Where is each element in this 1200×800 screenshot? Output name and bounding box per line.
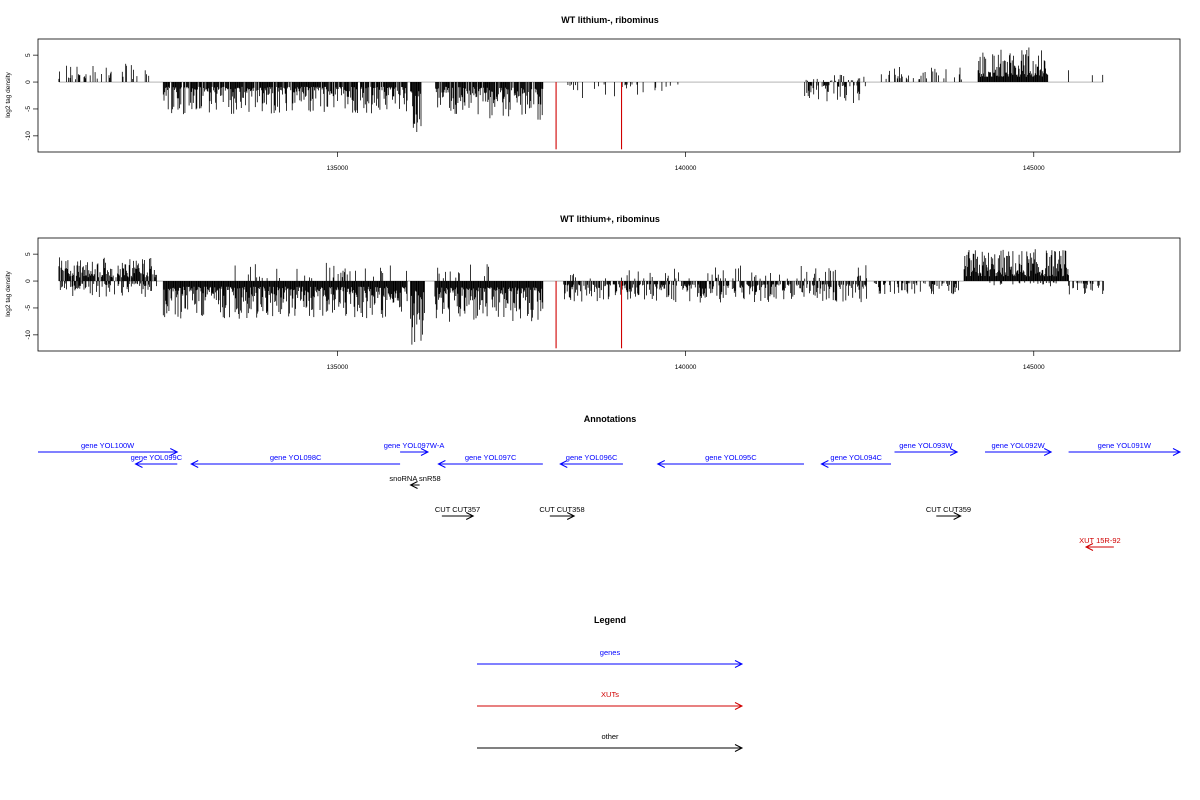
feature-arrow [441, 512, 475, 520]
feature-label: gene YOL097W-A [384, 441, 445, 450]
legend-label: genes [600, 648, 621, 657]
legend-arrow [477, 660, 744, 668]
x-axis: 135000 140000 145000 [327, 152, 1045, 172]
feature-label: gene YOL097C [465, 453, 517, 462]
y-tick-label: 5 [25, 53, 32, 57]
y-tick-label: -10 [25, 330, 32, 340]
plot-frame [37, 38, 1181, 153]
feature-arrow [936, 512, 962, 520]
feature-label: gene YOL094C [830, 453, 882, 462]
legend-arrow [477, 744, 744, 752]
feature-label: gene YOL095C [705, 453, 757, 462]
signal-bars [58, 47, 1104, 150]
feature-label: snoRNA snR58 [389, 474, 440, 483]
feature-arrow [409, 481, 420, 489]
feature-label: CUT CUT358 [539, 505, 584, 514]
plot-frame [37, 237, 1181, 352]
feature-label: CUT CUT359 [926, 505, 971, 514]
x-tick-label: 135000 [327, 165, 349, 172]
feature-arrow [549, 512, 576, 520]
y-tick-label: -5 [25, 106, 32, 112]
x-tick-label: 135000 [327, 364, 349, 371]
feature-arrow [894, 448, 959, 456]
x-tick-label: 145000 [1023, 165, 1045, 172]
feature-arrow [437, 460, 543, 468]
legend-entries: genes XUTs other [477, 648, 744, 752]
feature-label: gene YOL100W [81, 441, 135, 450]
y-axis-label: log2 tag density [5, 270, 12, 316]
y-axis-label: log2 tag density [5, 71, 12, 117]
panel-title: WT lithium+, ribominus [560, 214, 660, 224]
x-tick-label: 140000 [675, 165, 697, 172]
feature-label: XUT 15R-92 [1079, 536, 1121, 545]
feature-list: gene YOL100W gene YOL099C gene YOL098C gene… [38, 441, 1182, 551]
annotations-title: Annotations [584, 414, 637, 424]
feature-label: gene YOL092W [991, 441, 1045, 450]
legend-arrow [477, 702, 744, 710]
feature-label: gene YOL093W [899, 441, 953, 450]
y-tick-label: -10 [25, 131, 32, 141]
x-tick-label: 145000 [1023, 364, 1045, 371]
y-tick-label: 0 [25, 80, 32, 84]
legend-label: other [601, 732, 619, 741]
feature-arrow [820, 460, 892, 468]
panel-title: WT lithium-, ribominus [561, 15, 659, 25]
legend: Legend genes XUTs other [477, 615, 744, 752]
feature-label: CUT CUT357 [435, 505, 480, 514]
feature-arrow [190, 460, 401, 468]
feature-arrow [656, 460, 804, 468]
y-tick-label: 0 [25, 279, 32, 283]
track-panel-lithium-plus: WT lithium+, ribominus 5 0 -5 -10 log2 tag … [5, 214, 1181, 371]
feature-label: gene YOL096C [566, 453, 618, 462]
signal-bars [58, 249, 1104, 349]
legend-title: Legend [594, 615, 626, 625]
feature-arrow [1084, 543, 1114, 551]
track-panel-lithium-minus: WT lithium-, ribominus 5 0 -5 -10 log2 tag … [5, 15, 1181, 172]
feature-label: gene YOL099C [131, 453, 183, 462]
feature-arrow [400, 448, 430, 456]
feature-arrow [559, 460, 623, 468]
y-tick-label: 5 [25, 252, 32, 256]
feature-label: gene YOL098C [270, 453, 322, 462]
legend-label: XUTs [601, 690, 619, 699]
x-tick-label: 140000 [675, 364, 697, 371]
y-axis: 5 0 -5 -10 [25, 53, 38, 141]
feature-arrow [38, 448, 179, 456]
feature-arrow [985, 448, 1053, 456]
feature-arrow [1068, 448, 1182, 456]
y-axis: 5 0 -5 -10 [25, 252, 38, 340]
feature-label: gene YOL091W [1098, 441, 1152, 450]
x-axis: 135000 140000 145000 [327, 351, 1045, 371]
y-tick-label: -5 [25, 305, 32, 311]
feature-arrow [134, 460, 178, 468]
